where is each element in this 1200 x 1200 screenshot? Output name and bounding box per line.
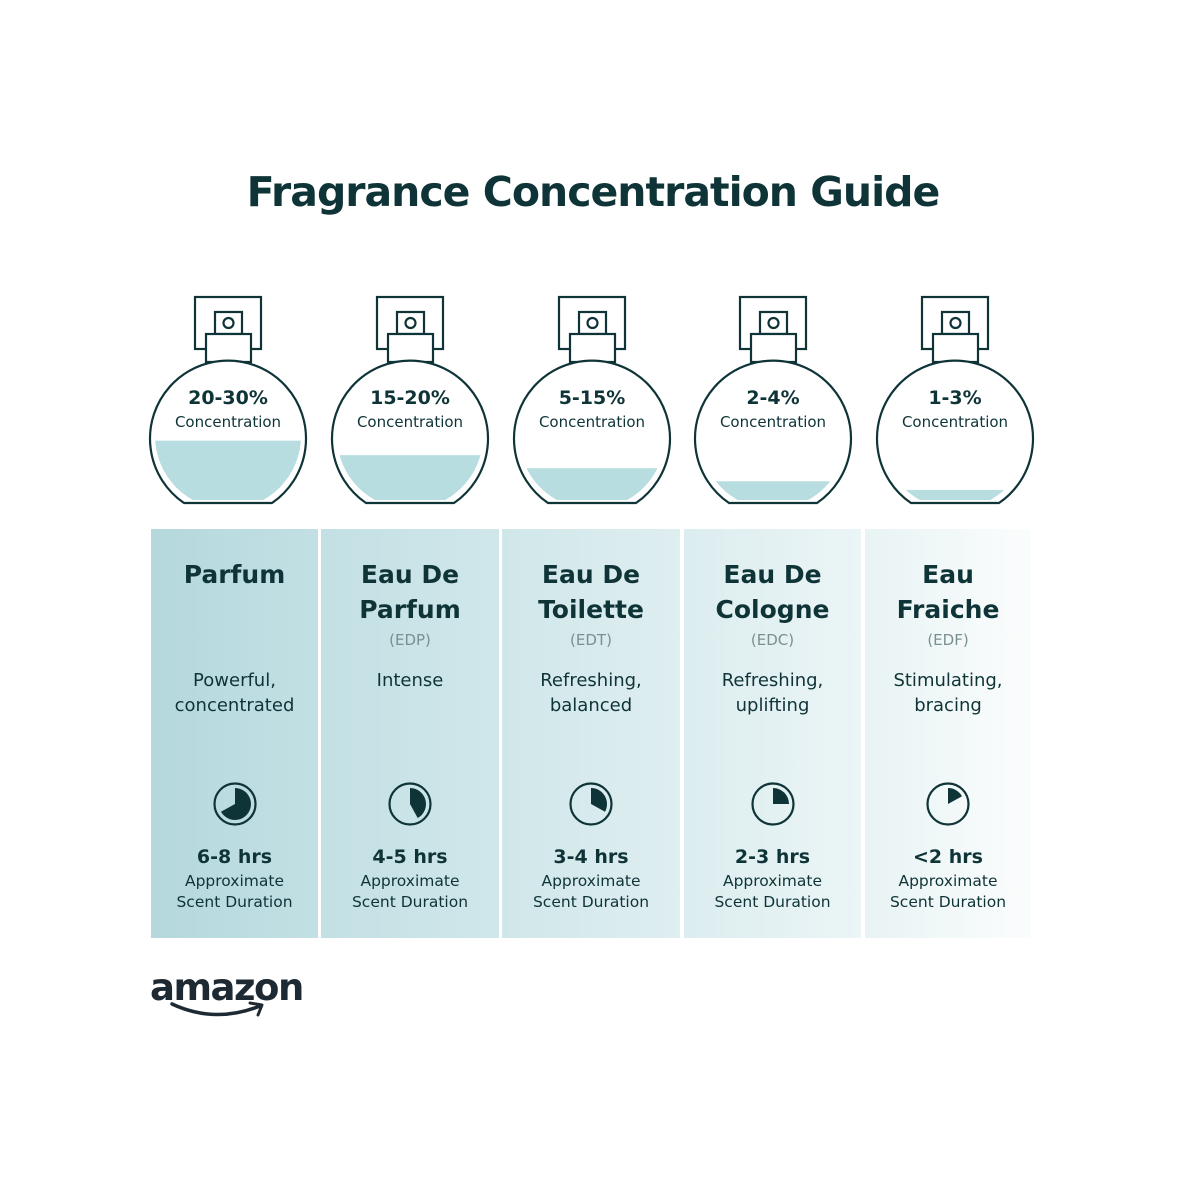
description-line: concentrated bbox=[174, 695, 295, 716]
clock-pie-icon bbox=[388, 782, 432, 826]
description-line: bracing bbox=[914, 695, 982, 716]
duration-wedge bbox=[772, 788, 789, 804]
duration-label-line: Approximate bbox=[898, 872, 998, 890]
concentration-value: 5-15% bbox=[558, 387, 626, 409]
clock-pie-icon bbox=[212, 782, 257, 826]
concentration-value: 2-4% bbox=[746, 387, 800, 409]
bottle-3: 5-15% Concentration bbox=[512, 295, 672, 507]
type-name: Eau De Toilette bbox=[502, 557, 680, 627]
duration-wedge bbox=[948, 788, 963, 804]
type-name-line: Eau bbox=[922, 560, 974, 589]
concentration-label: Concentration bbox=[174, 413, 282, 431]
duration-label: Approximate Scent Duration bbox=[865, 871, 1031, 913]
duration-label-line: Approximate bbox=[541, 872, 641, 890]
description-line: balanced bbox=[549, 695, 633, 716]
type-abbreviation: (EDF) bbox=[927, 631, 969, 649]
description-line: Refreshing, bbox=[721, 670, 824, 691]
duration-label-line: Scent Duration bbox=[176, 893, 293, 911]
perfume-bottle-icon bbox=[148, 295, 308, 505]
type-name: Eau De Cologne bbox=[684, 557, 861, 627]
duration-label-line: Scent Duration bbox=[351, 893, 469, 911]
duration-label-line: Approximate bbox=[184, 872, 284, 890]
liquid-fill bbox=[155, 440, 301, 500]
duration-label-line: Approximate bbox=[722, 872, 822, 890]
bottle-4: 2-4% Concentration bbox=[693, 295, 853, 507]
description-line: Stimulating, bbox=[893, 670, 1003, 691]
concentration-value: 20-30% bbox=[188, 387, 268, 409]
description-line: Intense bbox=[376, 670, 444, 691]
perfume-bottle-icon bbox=[512, 295, 672, 505]
type-name-line: Fraiche bbox=[896, 595, 1000, 624]
amazon-logo: amazon bbox=[150, 966, 304, 1017]
duration-label-line: Approximate bbox=[360, 872, 460, 890]
type-abbreviation: (EDT) bbox=[570, 631, 612, 649]
type-description: Refreshing, balanced bbox=[502, 668, 680, 718]
concentration-label: Concentration bbox=[901, 413, 1009, 431]
duration-wedge bbox=[591, 788, 608, 812]
description-line: uplifting bbox=[735, 695, 810, 716]
type-name-line: Toilette bbox=[538, 595, 644, 624]
type-name-line: Eau De bbox=[723, 560, 822, 589]
concentration-label: Concentration bbox=[538, 413, 646, 431]
type-column-1: Parfum Powerful, concentrated 6-8 hrs App… bbox=[151, 529, 318, 938]
type-abbreviation: (EDP) bbox=[389, 631, 431, 649]
type-name-line: Eau De bbox=[541, 560, 641, 589]
logo-text: amazon bbox=[150, 966, 304, 1009]
type-name-line: Eau De bbox=[360, 560, 460, 589]
liquid-fill bbox=[882, 489, 1028, 500]
duration-wedge bbox=[220, 788, 251, 820]
concentration-label: Concentration bbox=[719, 413, 827, 431]
type-column-4: Eau De Cologne (EDC) Refreshing, uplifting… bbox=[684, 529, 861, 938]
description-line: Refreshing, bbox=[540, 670, 642, 691]
clock-pie-icon bbox=[750, 782, 795, 826]
concentration-value: 1-3% bbox=[928, 387, 982, 409]
duration-label: Approximate Scent Duration bbox=[321, 871, 499, 913]
clock-pie-icon bbox=[569, 782, 613, 826]
duration-value: 6-8 hrs bbox=[196, 846, 273, 868]
perfume-bottle-icon bbox=[875, 295, 1035, 505]
type-description: Powerful, concentrated bbox=[151, 668, 318, 718]
clock-pie-icon bbox=[926, 782, 970, 826]
type-name: Parfum bbox=[151, 557, 318, 592]
page-title: Fragrance Concentration Guide bbox=[246, 168, 941, 216]
duration-label: Approximate Scent Duration bbox=[684, 871, 861, 913]
type-column-2: Eau De Parfum (EDP) Intense 4-5 hrs Appro… bbox=[321, 529, 499, 938]
perfume-bottle-icon bbox=[330, 295, 490, 505]
type-column-5: Eau Fraiche (EDF) Stimulating, bracing <2 … bbox=[865, 529, 1031, 938]
type-name-line: Parfum bbox=[359, 595, 461, 624]
duration-label-line: Scent Duration bbox=[714, 893, 831, 911]
description-line: Powerful, bbox=[193, 670, 276, 691]
perfume-bottle-icon bbox=[693, 295, 853, 505]
duration-wedge bbox=[410, 788, 427, 819]
duration-label-line: Scent Duration bbox=[532, 893, 650, 911]
duration-value: 4-5 hrs bbox=[372, 846, 448, 868]
type-abbreviation: (EDC) bbox=[750, 631, 795, 649]
duration-value: 2-3 hrs bbox=[734, 846, 811, 868]
type-description: Stimulating, bracing bbox=[865, 668, 1031, 718]
smile-arrow-icon bbox=[170, 1001, 264, 1017]
type-column-3: Eau De Toilette (EDT) Refreshing, balanced… bbox=[502, 529, 680, 938]
liquid-fill bbox=[700, 481, 846, 500]
type-description: Intense bbox=[321, 668, 499, 693]
type-name: Eau De Parfum bbox=[321, 557, 499, 627]
duration-label-line: Scent Duration bbox=[889, 893, 1007, 911]
bottle-2: 15-20% Concentration bbox=[330, 295, 490, 507]
duration-label: Approximate Scent Duration bbox=[502, 871, 680, 913]
bottle-5: 1-3% Concentration bbox=[875, 295, 1035, 507]
duration-label: Approximate Scent Duration bbox=[151, 871, 318, 913]
concentration-label: Concentration bbox=[356, 413, 464, 431]
type-name-line: Cologne bbox=[715, 595, 830, 624]
duration-value: <2 hrs bbox=[913, 846, 983, 868]
type-description: Refreshing, uplifting bbox=[684, 668, 861, 718]
bottle-1: 20-30% Concentration bbox=[148, 295, 308, 507]
type-name-line: Parfum bbox=[183, 560, 286, 589]
duration-value: 3-4 hrs bbox=[553, 846, 629, 868]
type-name: Eau Fraiche bbox=[865, 557, 1031, 627]
concentration-value: 15-20% bbox=[370, 387, 450, 409]
